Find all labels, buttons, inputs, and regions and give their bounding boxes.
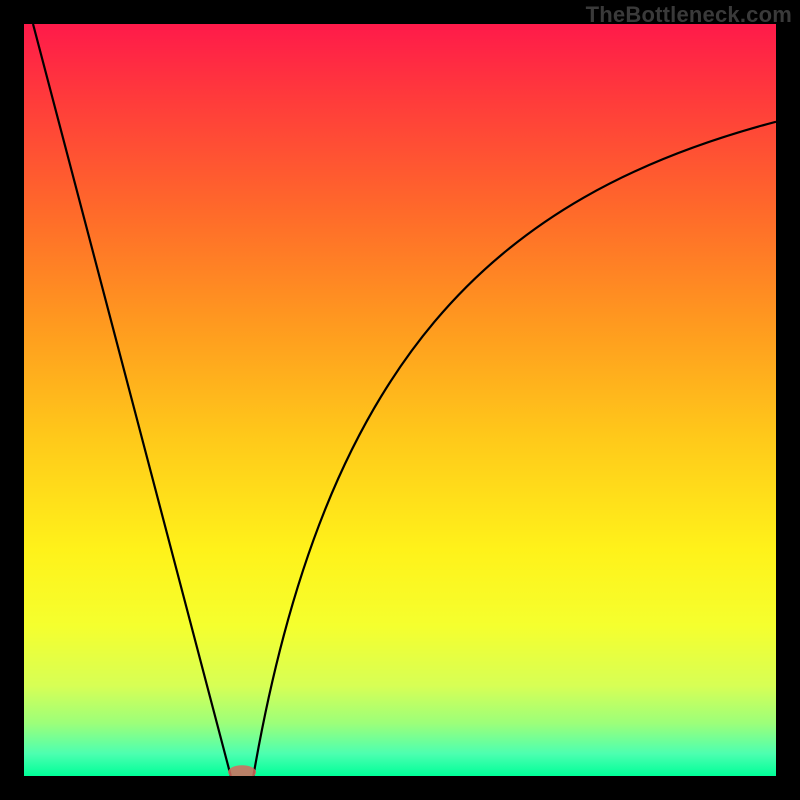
watermark-text: TheBottleneck.com bbox=[586, 2, 792, 28]
chart-container: TheBottleneck.com bbox=[0, 0, 800, 800]
gradient-background bbox=[24, 24, 776, 776]
chart-svg bbox=[0, 0, 800, 800]
